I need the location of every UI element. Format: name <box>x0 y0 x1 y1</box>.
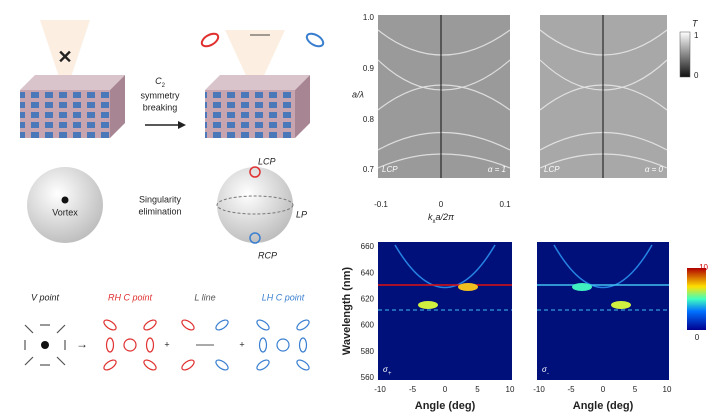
lh-c-point-label: LH C point <box>262 292 305 302</box>
y-axis-label: a/λ <box>352 89 364 99</box>
polarization-label: LCP <box>382 165 398 174</box>
x-tick-label: -10 <box>374 385 386 394</box>
figure: ✕ Vortex LCP LP RCP C2 symmetry breaking… <box>0 0 717 418</box>
alpha-label: α = 0 <box>645 165 664 174</box>
x-tick-label: -5 <box>409 385 417 394</box>
band-panels: T 1 0 a/λ kxa/2π <box>352 15 699 225</box>
x-tick-label: 5 <box>633 385 638 394</box>
x-axis-label: kxa/2π <box>428 212 455 224</box>
caption-line: elimination <box>138 206 181 216</box>
caption-line: symmetry <box>141 90 180 100</box>
colorbar-min: 0 <box>695 333 700 342</box>
polarization-label: LCP <box>544 165 560 174</box>
y-tick-label: 0.9 <box>363 64 375 73</box>
c2-label: C2 <box>155 76 166 88</box>
x-axis-label: Angle (deg) <box>415 400 476 412</box>
l-line-label: L line <box>194 292 215 302</box>
x-tick-label: -5 <box>567 385 575 394</box>
caption-line: breaking <box>143 102 178 112</box>
svg-text:+: + <box>164 339 169 349</box>
x-tick-label: 10 <box>506 385 515 394</box>
x-tick-label: 5 <box>475 385 480 394</box>
y-tick-label: 640 <box>361 268 375 277</box>
alpha-label: α = 1 <box>488 165 506 174</box>
colorbar-title: T <box>692 18 699 28</box>
rh-c-point-label: RH C point <box>108 292 153 302</box>
x-tick-label: -0.1 <box>374 200 388 209</box>
lcp-label: LCP <box>258 156 276 166</box>
schematic: ✕ Vortex LCP LP RCP C2 symmetry breaking… <box>20 20 325 372</box>
y-tick-label: 0.8 <box>363 115 375 124</box>
vortex-label: Vortex <box>52 207 78 217</box>
x-tick-label: 10 <box>663 385 672 394</box>
v-point-label: V point <box>31 292 60 302</box>
y-tick-label: 660 <box>361 242 375 251</box>
y-tick-label: 0.7 <box>363 165 375 174</box>
x-tick-label: 0 <box>601 385 606 394</box>
rcp-label: RCP <box>258 250 277 260</box>
svg-text:→: → <box>76 337 88 351</box>
x-tick-label: 0 <box>443 385 448 394</box>
colorbar-max: 1 <box>694 31 699 40</box>
y-tick-label: 600 <box>361 321 375 330</box>
x-tick-label: 0 <box>439 200 444 209</box>
colorbar-min: 0 <box>694 71 699 80</box>
colorbar-max: 10 <box>699 263 708 272</box>
y-tick-label: 620 <box>361 295 375 304</box>
x-axis-label: Angle (deg) <box>573 400 634 412</box>
spectra: 10 0 Wavelength (nm) Angle (deg) Angle (… <box>341 242 709 412</box>
svg-text:+: + <box>239 339 244 349</box>
x-tick-label: -10 <box>533 385 545 394</box>
y-tick-label: 580 <box>361 347 375 356</box>
y-tick-label: 1.0 <box>363 13 375 22</box>
caption-line: Singularity <box>139 194 182 204</box>
x-tick-label: 0.1 <box>499 200 511 209</box>
y-tick-label: 560 <box>361 373 375 382</box>
lp-label: LP <box>296 209 307 219</box>
svg-text:✕: ✕ <box>57 47 72 67</box>
y-axis-label: Wavelength (nm) <box>341 267 353 356</box>
